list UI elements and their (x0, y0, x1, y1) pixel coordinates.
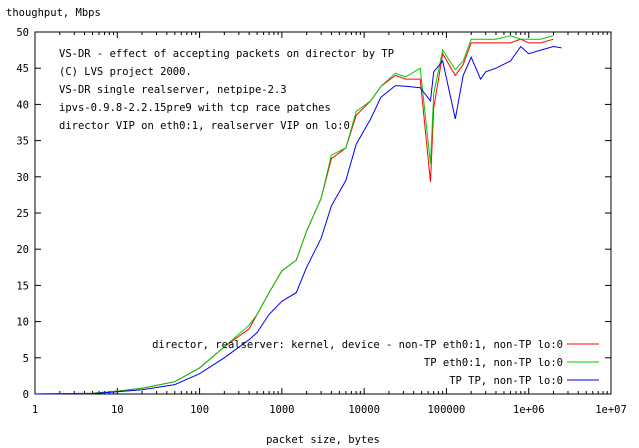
legend: director, realserver: kernel, device - n… (152, 339, 599, 387)
annotation-line: VS-DR single realserver, netpipe-2.3 (59, 84, 287, 96)
annotation-line: director VIP on eth0:1, realserver VIP o… (59, 120, 350, 132)
y-tick-label: 25 (16, 208, 29, 220)
legend-label: director, realserver: kernel, device - n… (152, 339, 563, 351)
series-line (34, 35, 554, 395)
y-tick-label: 35 (16, 136, 29, 148)
annotation-line: VS-DR - effect of accepting packets on d… (59, 48, 394, 60)
y-tick-label: 10 (16, 317, 29, 329)
y-tick-label: 30 (16, 172, 29, 184)
y-tick-label: 50 (16, 27, 29, 39)
x-tick-label: 1 (32, 404, 38, 416)
legend-label: TP TP, non-TP lo:0 (449, 375, 563, 387)
x-tick-label: 100 (190, 404, 209, 416)
x-tick-label: 10000 (348, 404, 380, 416)
annotation-block: VS-DR - effect of accepting packets on d… (59, 48, 394, 132)
x-tick-label: 10 (111, 404, 124, 416)
y-tick-label: 45 (16, 63, 29, 75)
y-axis-label: thoughput, Mbps (6, 7, 101, 19)
x-axis-label: packet size, bytes (266, 434, 380, 446)
series-lines (34, 35, 562, 395)
x-tick-label: 1000 (269, 404, 294, 416)
axis-ticks: 0 5 10 15 20 25 30 35 40 45 50 1 10 100 1000 10000 10000… (16, 27, 626, 416)
x-tick-label: 1e+07 (595, 404, 627, 416)
legend-label: TP eth0:1, non-TP lo:0 (424, 357, 563, 369)
x-tick-label: 100000 (427, 404, 465, 416)
y-tick-label: 40 (16, 99, 29, 111)
y-tick-label: 20 (16, 244, 29, 256)
annotation-line: (C) LVS project 2000. (59, 66, 192, 78)
y-tick-label: 0 (23, 389, 29, 401)
x-tick-label: 1e+06 (513, 404, 545, 416)
y-tick-label: 5 (23, 353, 29, 365)
annotation-line: ipvs-0.9.8-2.2.15pre9 with tcp race patc… (59, 102, 331, 114)
series-line (34, 45, 562, 395)
y-tick-label: 15 (16, 280, 29, 292)
